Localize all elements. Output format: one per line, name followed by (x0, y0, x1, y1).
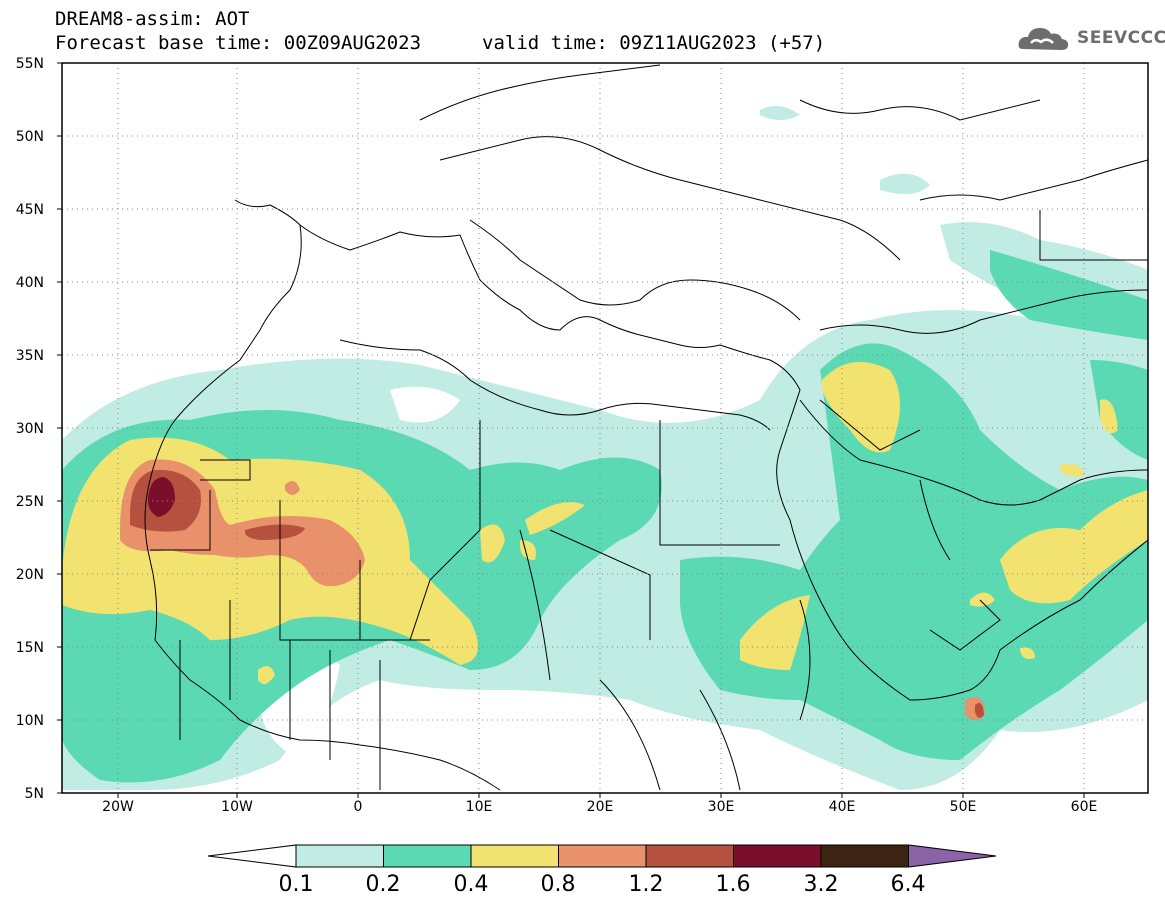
colorbar-box (383, 844, 472, 868)
axis-ticks (57, 62, 1085, 798)
forecast-base-time: Forecast base time: 00Z09AUG2023 (55, 32, 422, 54)
colorbar-box (295, 844, 384, 868)
lon-label-0: 0 (353, 799, 363, 815)
lat-label-45n: 45N (15, 202, 44, 218)
colorbar-label-3.2: 3.2 (803, 872, 839, 897)
lat-label-40n: 40N (15, 275, 44, 291)
colorbar-label-6.4: 6.4 (890, 872, 926, 897)
coastlines-borders (144, 64, 1148, 791)
seevccc-logo: SEEVCCC (1017, 21, 1165, 57)
lon-label-20e: 20E (586, 799, 614, 815)
lon-label-60e: 60E (1070, 799, 1098, 815)
grid (62, 63, 1148, 793)
colorbar-arrow-high (908, 844, 997, 868)
lat-label-10n: 10N (15, 713, 44, 729)
colorbar-label-0.2: 0.2 (365, 872, 401, 897)
lat-label-25n: 25N (15, 494, 44, 510)
lat-label-20n: 20N (15, 567, 44, 583)
lat-label-30n: 30N (15, 421, 44, 437)
cloud-icon (1018, 28, 1069, 50)
lat-label-35n: 35N (15, 348, 44, 364)
valid-time: valid time: 09Z11AUG2023 (+57) (482, 32, 826, 54)
colorbar-label-0.8: 0.8 (540, 872, 576, 897)
colorbar-arrow-low (207, 844, 297, 868)
colorbar-box (470, 844, 559, 868)
aot-field (62, 106, 1148, 790)
aot-contour-1.6 (148, 477, 175, 517)
lat-label-5n: 5N (24, 786, 44, 802)
lon-label-30e: 30E (707, 799, 735, 815)
lon-label-10w: 10W (221, 799, 253, 815)
colorbar-label-0.1: 0.1 (278, 872, 314, 897)
lon-label-40e: 40E (828, 799, 856, 815)
colorbar-box (820, 844, 909, 868)
colorbar-label-1.6: 1.6 (715, 872, 751, 897)
aot-contour-0.1-north (760, 106, 1148, 310)
colorbar-box (733, 844, 822, 868)
colorbar-label-1.2: 1.2 (628, 872, 664, 897)
lat-label-50n: 50N (15, 129, 44, 145)
logo-text: SEEVCCC (1077, 28, 1165, 48)
lon-label-20w: 20W (102, 799, 134, 815)
map-title: DREAM8-assim: AOT (55, 8, 250, 30)
colorbar-box (645, 844, 734, 868)
colorbar-box (558, 844, 647, 868)
colorbar-label-0.4: 0.4 (453, 872, 489, 897)
lat-label-55n: 55N (15, 56, 44, 72)
lon-label-10e: 10E (465, 799, 493, 815)
lon-label-50e: 50E (949, 799, 977, 815)
lat-label-15n: 15N (15, 640, 44, 656)
